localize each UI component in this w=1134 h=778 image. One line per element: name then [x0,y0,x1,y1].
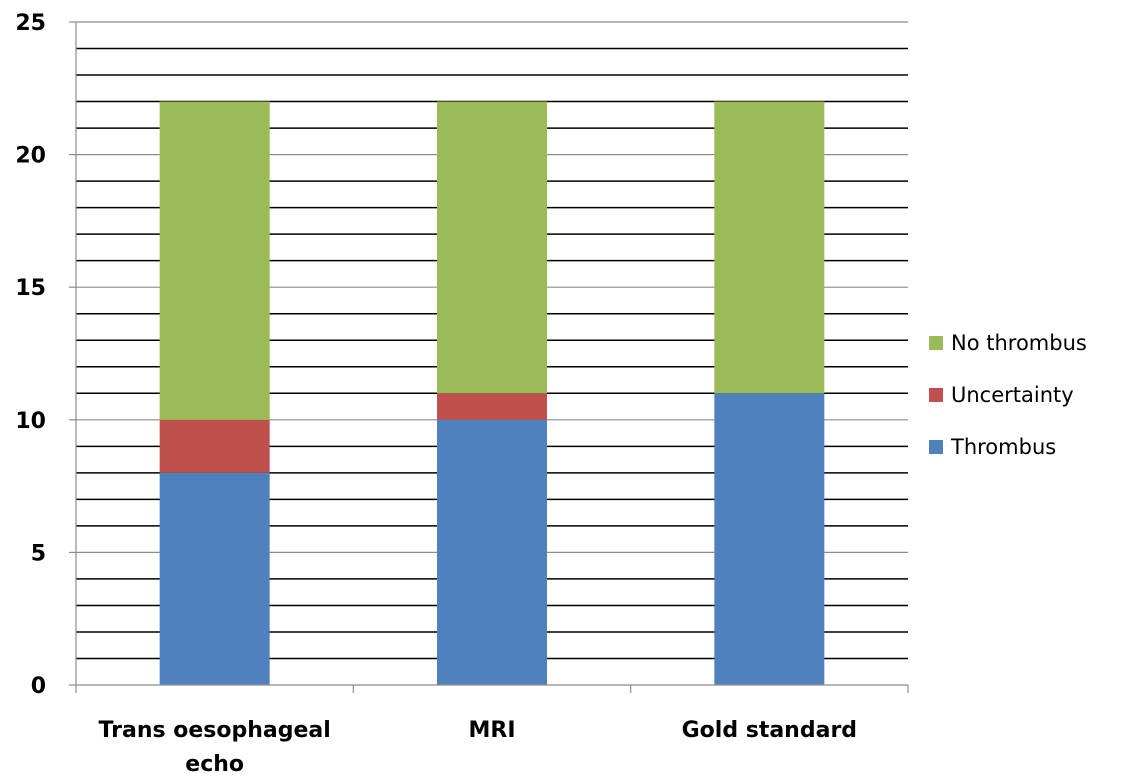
bar-uncertainty-2 [437,393,547,420]
y-tick-label: 25 [15,11,46,36]
y-tick-label: 15 [15,276,46,301]
bar-no-thrombus-2 [437,101,547,394]
x-category-label: Gold standard [682,718,857,743]
legend-label-uncertainty: Uncertainty [951,383,1074,407]
x-category-label-line: echo [185,752,244,777]
legend-swatch-thrombus [929,440,943,454]
bar-thrombus-2 [437,419,547,685]
x-axis-category-labels: Trans oesophageal echo MRI Gold standard [99,718,858,777]
x-category-label: Trans oesophageal echo [99,718,331,777]
bar-no-thrombus-3 [714,101,825,394]
x-category-label: MRI [468,718,515,743]
x-category-label-line: Gold standard [682,718,857,743]
bar-thrombus-3 [714,393,825,685]
y-tick-label: 5 [31,541,46,566]
y-tick-label: 10 [15,409,46,434]
bars [159,101,825,685]
legend-swatch-no-thrombus [929,336,943,350]
legend-label-thrombus: Thrombus [950,435,1056,459]
bar-uncertainty-1 [159,419,270,473]
legend-label-no-thrombus: No thrombus [951,331,1087,355]
x-category-label-line: Trans oesophageal [99,718,331,743]
bar-no-thrombus-1 [159,101,270,420]
y-tick-label: 20 [15,144,46,169]
legend-swatch-uncertainty [929,388,943,402]
x-category-label-line: MRI [468,718,515,743]
y-axis-tick-labels: 0 5 10 15 20 25 [15,11,46,699]
y-tick-label: 0 [31,674,46,699]
axes [69,21,909,693]
legend: No thrombus Uncertainty Thrombus [929,331,1087,459]
bar-thrombus-1 [159,472,270,685]
